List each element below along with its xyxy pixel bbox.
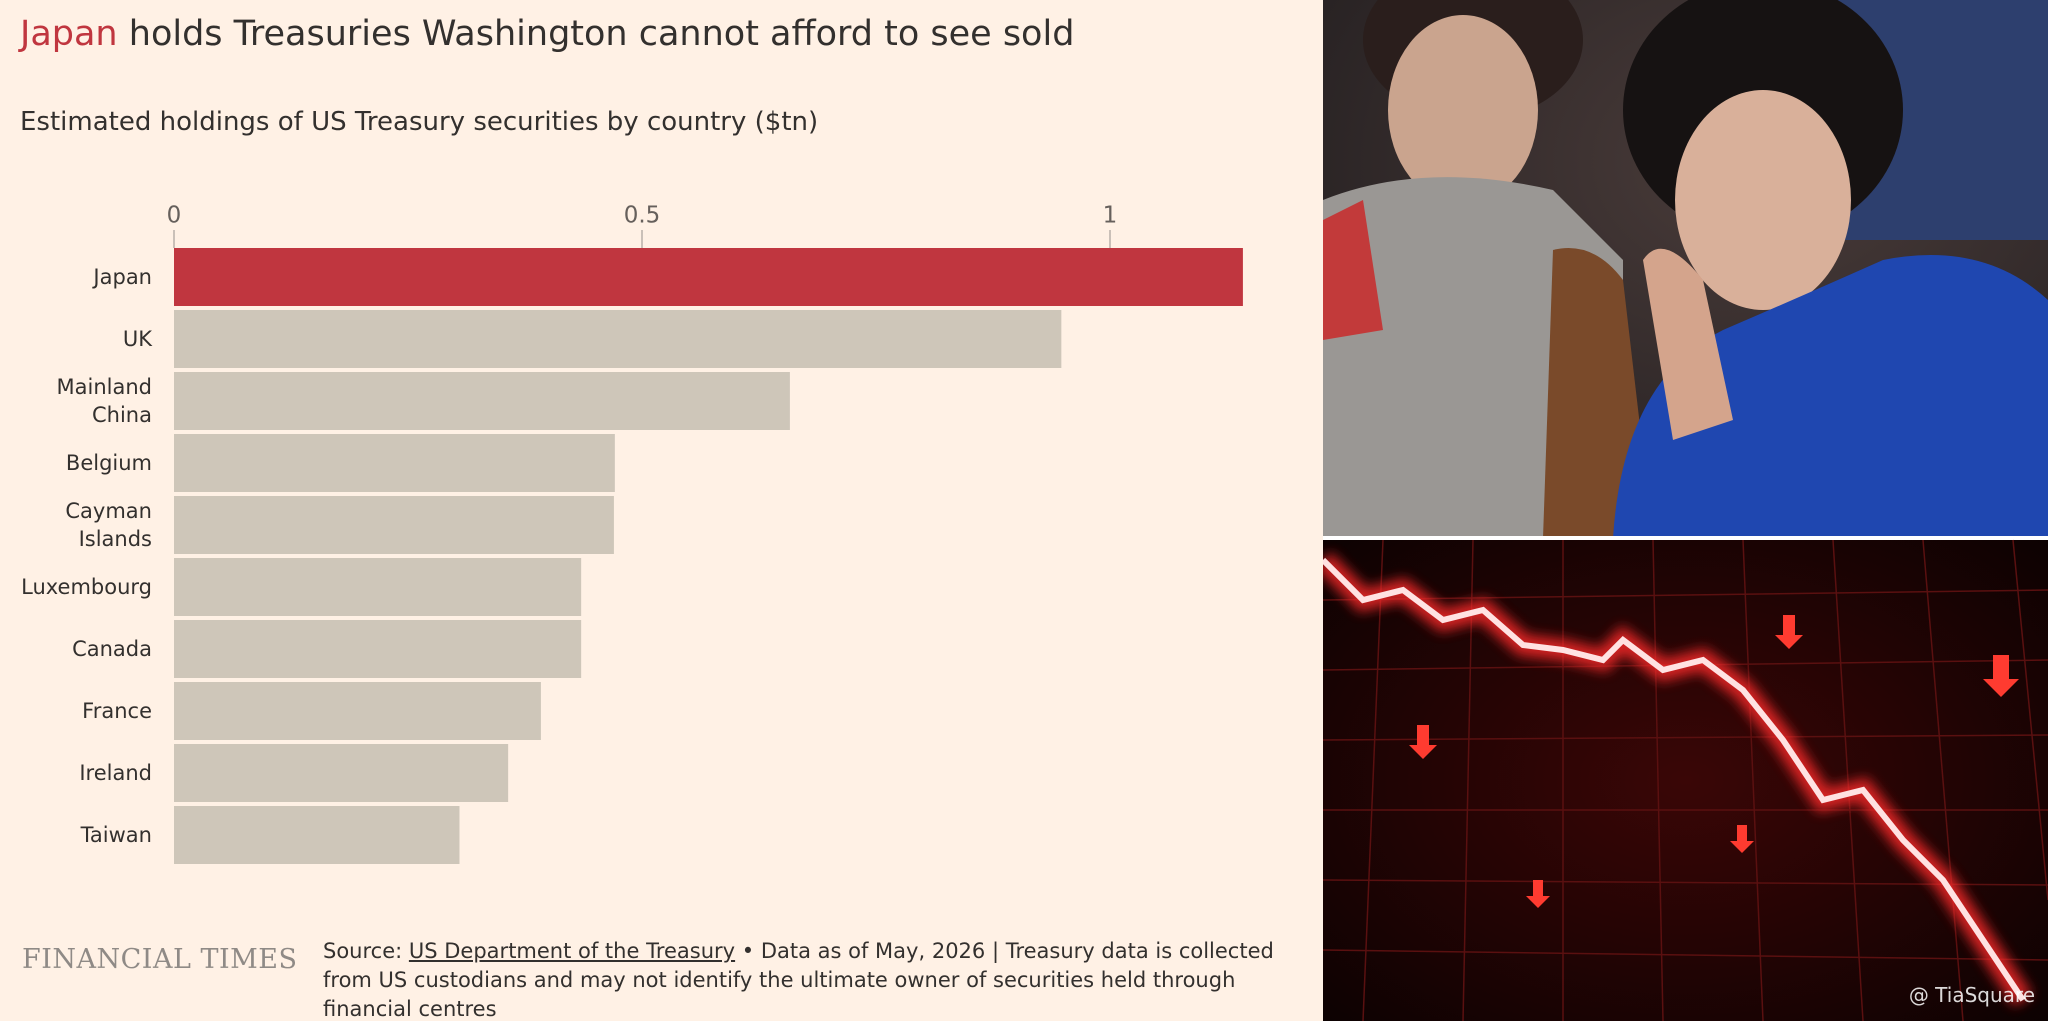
bar	[174, 558, 582, 616]
watermark: @ TiaSquare	[1909, 983, 2035, 1007]
source-label: Source:	[323, 939, 403, 963]
source-text: • Data as of May, 2026 | Treasury data i…	[323, 939, 1274, 1021]
y-tick-label: Cayman Islands	[65, 499, 152, 551]
source-link[interactable]: US Department of the Treasury	[408, 939, 736, 963]
chart-title: Japan holds Treasuries Washington cannot…	[20, 14, 1074, 54]
bar	[174, 434, 615, 492]
source-note: Source: US Department of the Treasury • …	[323, 937, 1313, 1021]
title-highlight: Japan	[20, 14, 118, 54]
x-tick-label: 0.5	[624, 203, 661, 229]
y-tick-label: Mainland China	[56, 375, 152, 427]
bar	[174, 248, 1243, 306]
x-tick-label: 0	[167, 203, 182, 229]
y-tick-label: Taiwan	[80, 823, 152, 847]
bar	[174, 806, 460, 864]
y-tick-label: Luxembourg	[21, 575, 152, 599]
photo-panel: @ TiaSquare	[1323, 0, 2048, 1021]
title-text: holds Treasuries Washington cannot affor…	[128, 14, 1075, 54]
chart-subtitle: Estimated holdings of US Treasury securi…	[20, 107, 819, 137]
photo-divider	[1323, 536, 2048, 540]
y-tick-label: Belgium	[65, 451, 152, 475]
y-tick-label: Japan	[93, 265, 152, 289]
chart: 0 0.5 1	[167, 203, 1243, 864]
y-tick-label: Ireland	[79, 761, 152, 785]
x-tick-label: 1	[1103, 203, 1118, 229]
bar	[174, 310, 1062, 368]
brand-logo: FINANCIAL TIMES	[22, 944, 298, 975]
y-tick-label: France	[82, 699, 152, 723]
bar	[174, 496, 614, 554]
bar	[174, 372, 790, 430]
bar	[174, 744, 509, 802]
y-tick-label: UK	[122, 327, 152, 351]
bar	[174, 682, 541, 740]
photo-top	[1323, 0, 2048, 538]
photo-bottom: @ TiaSquare	[1323, 539, 2048, 1021]
y-tick-label: Canada	[72, 637, 152, 661]
bar	[174, 620, 582, 678]
